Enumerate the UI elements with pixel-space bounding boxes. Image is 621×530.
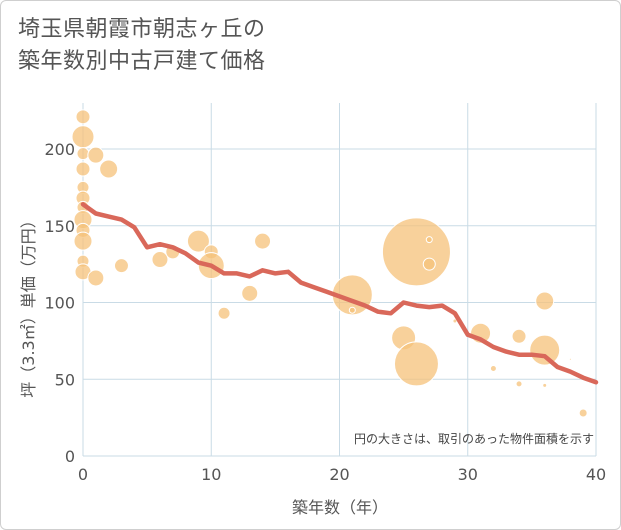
- data-bubble: [87, 146, 105, 164]
- x-tick-label: 30: [458, 465, 478, 484]
- bubble-layer: [71, 109, 588, 418]
- data-bubble: [99, 159, 119, 179]
- y-tick-label: 0: [65, 447, 75, 466]
- data-bubble: [75, 109, 91, 125]
- data-bubble: [75, 161, 91, 177]
- chart-title-line-2: 築年数別中古戸建て価格: [18, 49, 266, 74]
- data-bubble: [186, 229, 210, 253]
- chart-title-line-1: 埼玉県朝霞市朝志ヶ丘の: [18, 17, 266, 42]
- x-axis-label: 築年数（年）: [292, 498, 388, 517]
- y-tick-label: 50: [55, 370, 75, 389]
- data-bubble: [217, 306, 231, 320]
- x-tick-label: 40: [586, 465, 606, 484]
- data-bubble: [241, 284, 259, 302]
- data-bubble: [542, 382, 548, 388]
- trend-layer: [80, 202, 599, 385]
- data-bubble: [113, 258, 129, 274]
- data-bubble: [515, 380, 523, 388]
- tick-labels: 0 10 20 30 40 0 50 100 150 200: [44, 140, 606, 484]
- data-bubble: [422, 257, 436, 271]
- data-bubble: [489, 365, 497, 373]
- data-bubble: [511, 328, 527, 344]
- size-note: 円の大きさは、取引のあった物件面積を示す: [354, 431, 594, 446]
- data-bubble: [535, 291, 555, 311]
- x-tick-label: 10: [201, 465, 221, 484]
- y-axis-label: 坪（3.3㎡）単価（万円）: [19, 212, 38, 397]
- data-bubble: [393, 341, 439, 387]
- data-bubble: [348, 306, 356, 314]
- data-bubble: [381, 217, 451, 287]
- x-tick-label: 20: [329, 465, 349, 484]
- data-bubble: [254, 232, 272, 250]
- data-bubble: [578, 408, 588, 418]
- trend-line: [80, 202, 599, 385]
- data-bubble: [568, 357, 572, 361]
- data-bubble: [87, 269, 105, 287]
- y-tick-label: 100: [44, 294, 75, 313]
- data-bubble: [151, 251, 169, 269]
- data-bubble: [425, 236, 433, 244]
- data-bubble: [76, 147, 90, 161]
- data-bubble: [71, 125, 95, 149]
- x-tick-label: 0: [78, 465, 88, 484]
- chart-title: 埼玉県朝霞市朝志ヶ丘の 築年数別中古戸建て価格: [18, 14, 266, 78]
- data-bubble: [73, 231, 93, 251]
- y-tick-label: 150: [44, 217, 75, 236]
- y-tick-label: 200: [44, 140, 75, 159]
- data-bubble: [529, 334, 561, 366]
